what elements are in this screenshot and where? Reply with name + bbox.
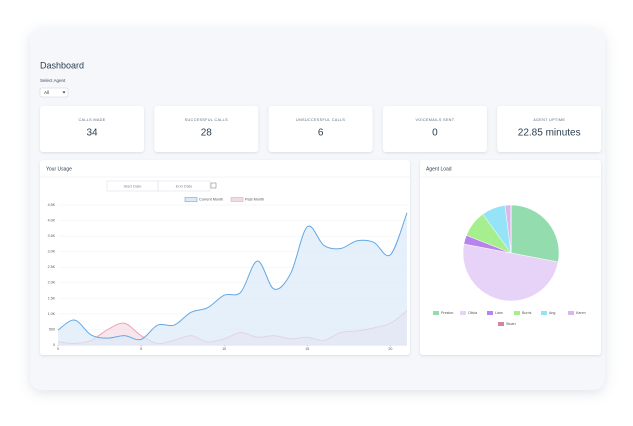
stat-card: [497, 106, 602, 152]
stat-label: VOICEMAILS SENT: [415, 118, 454, 122]
stat-value: 28: [201, 128, 213, 139]
stat-cards: CALLS MADE 34 SUCCESSFUL CALLS 28 UNSUCCESSF…: [40, 106, 602, 152]
y-tick-label: 0: [53, 343, 55, 347]
stat-card: [268, 106, 373, 152]
y-tick-label: 3.0K: [48, 250, 56, 254]
y-tick-label: 1.5K: [48, 296, 56, 300]
x-tick-label: 20: [388, 347, 392, 351]
stat-value: 22.85 minutes: [518, 128, 581, 139]
select-caret: [62, 91, 66, 94]
x-tick-label: 15: [305, 347, 309, 351]
card-title: Your Usage: [46, 166, 72, 172]
date-placeholder: Start Date: [123, 183, 142, 188]
page-title: Dashboard: [40, 60, 84, 70]
y-tick-label: 2.0K: [48, 281, 56, 285]
legend-label: Current Month: [199, 198, 223, 202]
y-tick-label: 2.5K: [48, 265, 56, 269]
stat-card: [40, 106, 144, 152]
stat-label: SUCCESSFUL CALLS: [185, 118, 228, 122]
y-tick-label: 3.5K: [48, 234, 56, 238]
line: [57, 212, 408, 341]
x-tick-label: 10: [222, 347, 226, 351]
legend-label: Olivia: [468, 311, 477, 315]
stat-value: 34: [86, 128, 98, 139]
y-tick-label: 1.0K: [48, 312, 56, 316]
select-label: Select Agent: [40, 78, 66, 83]
end-date-input[interactable]: [157, 180, 211, 192]
legend-swatch: [498, 322, 504, 326]
legend-swatch: [487, 311, 493, 315]
legend-label: Liam: [495, 311, 503, 315]
legend-label: Stuart: [506, 322, 516, 326]
stat-label: AGENT UPTIME: [533, 118, 565, 122]
pie-slice: [462, 243, 559, 302]
date-placeholder: End Date: [176, 183, 193, 188]
charts: 0 500 1.0K 1.5K 2.0K 2.5K 3.0K 3.5K 4.0K 4.5K 0 5 10…: [48, 197, 586, 351]
legend-label: Past Month: [245, 198, 264, 202]
stat-value: 0: [432, 128, 438, 139]
legend-label: Karen: [576, 311, 586, 315]
area: [58, 212, 407, 345]
legend-swatch: [541, 311, 547, 315]
select-value: All: [44, 90, 49, 95]
legend-swatch: [514, 311, 520, 315]
agent-select[interactable]: [39, 87, 69, 98]
card-title: Agent Load: [426, 166, 452, 172]
stat-card: [382, 106, 487, 152]
legend-swatch: [568, 311, 574, 315]
legend-label: Ang: [549, 311, 555, 315]
legend-swatch: [230, 197, 244, 202]
legend-label: Preston: [441, 311, 453, 315]
pie-slice: [510, 204, 560, 263]
legend-swatch: [184, 197, 198, 202]
stat-label: CALLS MADE: [78, 118, 105, 122]
stat-value: 6: [318, 128, 324, 139]
y-tick-label: 4.0K: [48, 219, 56, 223]
x-tick-label: 0: [57, 347, 59, 351]
calendar-icon[interactable]: [210, 182, 217, 189]
y-tick-label: 500: [49, 327, 55, 331]
y-tick-label: 4.5K: [48, 203, 56, 207]
legend-swatch: [433, 311, 439, 315]
stat-label: UNSUCCESSFUL CALLS: [296, 118, 346, 122]
stat-card: [154, 106, 259, 152]
legend-label: Burris: [522, 311, 532, 315]
legend-swatch: [460, 311, 466, 315]
x-tick-label: 5: [140, 347, 142, 351]
